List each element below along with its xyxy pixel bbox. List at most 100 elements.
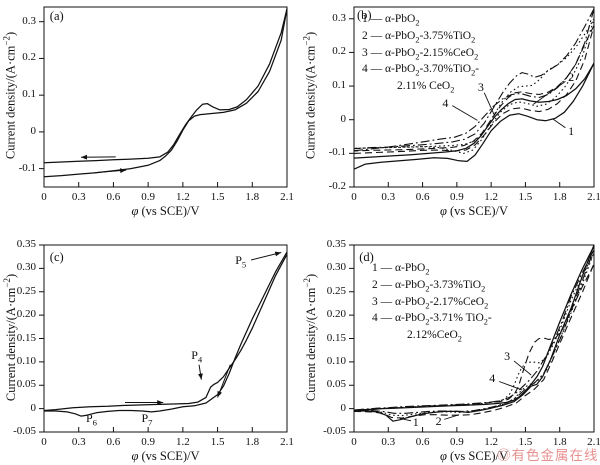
y-tick-label: -0.1 [328,146,346,159]
series-c-1 [43,254,288,412]
y-tick-label: 0.3 [332,11,346,24]
y-tick-label: -0.2 [328,180,346,192]
y-tick-label: 0.25 [16,284,36,297]
y-tick-label: 0 [30,401,37,414]
series-d-1 [353,245,595,412]
chart-canvas-c [39,244,288,433]
x-tick-label: 1.2 [484,191,499,203]
x-tick-label: 1.2 [175,436,190,448]
x-tick-label: 1.5 [210,436,225,448]
x-tick-label: 1.2 [484,436,499,448]
panel-b: 0.3 0.2 0.1 0 -0.1 -0.2 0 0.3 0.6 0.9 1.2 1.5 1.8 2.1… [300,0,600,233]
legend-entry: 3 — α-PbO2-2.15%CeO2 [362,46,479,61]
x-tick-label: 0.6 [106,436,121,448]
legend-entry: 2 — α-PbO2-3.73%TiO2 [372,278,486,294]
legend: 1 — α-PbO2 2 — α-PbO2-3.73%TiO2 3 — α-PbO2… [372,260,492,344]
x-tick-label: 0.9 [449,436,464,448]
series-d-2 [353,263,595,419]
x-tick-label: 1.8 [245,191,260,203]
panel-tag: (b) [356,8,372,23]
y-tick-label: 0.20 [326,308,346,321]
x-tick-label: 1.8 [552,191,567,203]
scan-direction-arrow [81,154,88,160]
y-tick-label: 0.05 [326,378,346,391]
annotation-label: 1 [568,124,575,139]
y-tick-label: 0.15 [326,331,346,344]
x-tick-label: 2.1 [280,436,294,448]
annotation-label: 2 [435,413,442,428]
x-tick-label: 1.8 [552,436,567,448]
annotation-label: 1 [412,415,419,430]
series-a-1 [43,8,288,164]
x-tick-label: 0.9 [141,436,156,448]
y-tick-label: 0.1 [332,79,346,92]
y-tick-label: 0.10 [16,354,36,367]
x-tick-label: 0.3 [71,436,86,448]
x-tick-label: 0 [351,191,357,203]
watermark: ◎有色金属在线 [497,448,599,463]
annotation-label: P5 [235,252,247,270]
legend-entry: 3 — α-PbO2-2.17%CeO2 [372,295,489,310]
x-axis-label: φ (vs SCE)/V [131,449,200,463]
scan-direction-arrow [119,168,127,173]
series-b-4 [353,8,595,150]
x-tick-label: 0.3 [381,191,396,203]
y-tick-label: 0.10 [326,354,346,367]
legend-entry: 1 — α-PbO2 [362,13,420,28]
y-tick-label: 0.2 [22,51,36,64]
panel-tag: (d) [359,250,374,265]
y-tick-label: 0.3 [22,14,36,27]
y-tick-label: 0.15 [16,331,36,344]
legend-entry: 2.11% CeO2 [397,80,455,95]
y-tick-label: 0.20 [16,308,36,321]
x-tick-label: 1.2 [175,191,190,203]
x-tick-label: 2.1 [280,191,294,203]
legend-entry: 1 — α-PbO2 [372,262,430,277]
x-axis-label: φ (vs SCE)/V [439,449,509,463]
y-axis-label: Current density/(A·cm−2) [1,31,18,160]
x-tick-label: 0.3 [381,436,396,448]
x-tick-label: 0.9 [141,191,156,203]
x-tick-label: 1.5 [518,191,533,203]
chart-canvas-d [349,244,595,433]
series-b-1 [353,62,595,159]
x-tick-label: 0.6 [106,191,121,203]
scan-direction-arrow [198,373,203,380]
y-tick-label: -0.1 [18,161,36,174]
annotation-label: 3 [477,80,484,95]
x-tick-label: 0.6 [415,191,430,203]
y-tick-label: 0 [340,401,347,414]
y-tick-label: 0.35 [326,238,346,250]
legend: 1 — α-PbO2 2 — α-PbO2-3.75%TiO2 3 — α-PbO2… [362,11,479,95]
y-tick-label: 0.2 [332,45,346,58]
series-b-3 [353,18,595,149]
x-tick-label: 1.5 [518,436,533,448]
annotation-label: P7 [141,411,153,428]
annotation-label: 3 [504,349,511,364]
series-b-2 [353,25,595,154]
scan-direction-arrow [274,251,282,257]
series-d-3 [353,251,595,417]
annotation-label: P4 [191,348,203,365]
series-b-1 [353,62,595,170]
panel-c: 0.35 0.30 0.25 0.20 0.15 0.10 0.05 0 -0.05 0 0.3 0.… [0,233,300,465]
series-d-1 [354,244,595,422]
x-tick-label: 0 [41,191,47,203]
series-b-4 [353,8,595,152]
y-tick-label: -0.05 [323,425,346,437]
annotation-label: P6 [85,411,97,428]
legend-entry: 4 — α-PbO2-3.70%TiO2- [362,63,480,78]
x-tick-label: 0 [351,436,357,448]
y-tick-label: 0.25 [326,284,346,297]
panel-a: 0.3 0.2 0.1 0 -0.1 0 0.3 0.6 0.9 1.2 1.5 1.8 2.1 φ (v… [0,0,300,233]
y-tick-label: 0.35 [16,238,36,250]
annotation-label: 2 [568,69,575,84]
y-axis-label: Current density/(A·cm−2) [301,273,318,401]
series-d-4 [353,249,595,411]
y-tick-label: 0 [30,124,37,137]
series-b-3 [353,18,595,154]
x-tick-label: 2.1 [587,436,600,448]
series-a-1 [43,8,288,178]
y-tick-label: 0.30 [326,261,346,274]
